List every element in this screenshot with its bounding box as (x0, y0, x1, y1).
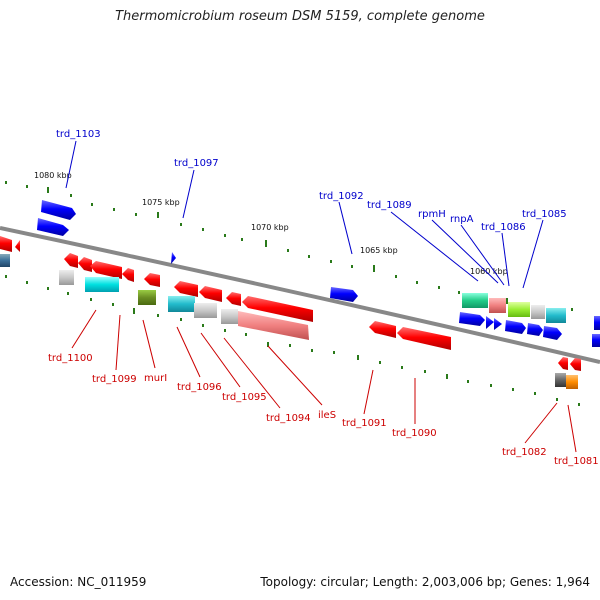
gene-label[interactable]: trd_1103 (56, 129, 101, 140)
gene-label[interactable]: trd_1095 (222, 392, 267, 403)
reverse-genes (0, 236, 581, 389)
gene-label[interactable]: trd_1086 (481, 222, 526, 233)
gene-box[interactable] (238, 311, 309, 340)
gene-arrow[interactable] (171, 252, 176, 264)
gene-arrow[interactable] (543, 326, 562, 340)
gene-arrow[interactable] (330, 287, 358, 302)
gene-arrow[interactable] (397, 327, 451, 350)
gene-label[interactable]: trd_1097 (174, 158, 219, 169)
gene-box[interactable] (221, 309, 238, 324)
accession-label: Accession: NC_011959 (10, 575, 147, 589)
gene-label[interactable]: rpmH (418, 209, 446, 220)
gene-arrow[interactable] (37, 218, 69, 236)
gene-arrow[interactable] (41, 200, 76, 220)
gene-label[interactable]: trd_1082 (502, 447, 547, 458)
gene-arrow[interactable] (15, 240, 20, 252)
gene-label[interactable]: trd_1081 (554, 456, 599, 467)
gene-label[interactable]: murI (144, 373, 167, 384)
reverse-labels: trd_1100 trd_1099 murI trd_1096 trd_1095… (48, 353, 599, 467)
gene-box[interactable] (194, 303, 217, 318)
gene-arrow[interactable] (64, 253, 78, 268)
gene-arrow[interactable] (459, 312, 485, 326)
gene-arrow[interactable] (122, 268, 134, 282)
gene-label[interactable]: trd_1094 (266, 413, 311, 424)
scale-label: 1065 kbp (360, 246, 398, 255)
map-title: Thermomicrobium roseum DSM 5159, complet… (115, 9, 485, 24)
gene-label[interactable]: trd_1100 (48, 353, 93, 364)
gene-arrow[interactable] (242, 296, 313, 322)
gene-label[interactable]: trd_1089 (367, 200, 412, 211)
gene-arrow[interactable] (558, 357, 568, 370)
gene-box[interactable] (85, 277, 119, 292)
gene-label[interactable]: trd_1090 (392, 428, 437, 439)
gene-label[interactable]: trd_1091 (342, 418, 387, 429)
gene-box[interactable] (594, 316, 600, 330)
scale-label: 1080 kbp (34, 171, 72, 180)
inner-ticks (5, 275, 580, 406)
gene-label[interactable]: ileS (318, 410, 336, 421)
gene-arrow[interactable] (505, 320, 526, 334)
gene-arrow[interactable] (0, 236, 12, 252)
gene-arrow[interactable] (226, 292, 241, 306)
gene-label[interactable]: trd_1099 (92, 374, 137, 385)
gene-label[interactable]: trd_1092 (319, 191, 364, 202)
gene-label[interactable]: trd_1096 (177, 382, 222, 393)
gene-box[interactable] (592, 334, 600, 347)
scale-label: 1070 kbp (251, 223, 289, 232)
gene-arrow[interactable] (570, 358, 581, 371)
gene-arrow[interactable] (144, 273, 160, 287)
gene-label[interactable]: rnpA (450, 214, 474, 225)
gene-box[interactable] (508, 302, 530, 317)
gene-arrow[interactable] (90, 261, 122, 279)
gene-arrow[interactable] (174, 281, 198, 297)
reverse-leaders (71, 309, 577, 453)
gene-arrow[interactable] (369, 321, 396, 338)
gene-arrow[interactable] (486, 316, 494, 329)
gene-arrow[interactable] (78, 257, 92, 272)
gene-arrow[interactable] (494, 318, 502, 330)
gene-box[interactable] (462, 293, 488, 308)
forward-genes (37, 200, 600, 347)
gene-arrow[interactable] (199, 286, 222, 302)
gene-box[interactable] (138, 290, 156, 305)
forward-labels: trd_1103 trd_1097 trd_1092 trd_1089 rpmH… (56, 129, 567, 233)
scale-label: 1060 kbp (470, 267, 508, 276)
gene-box[interactable] (168, 296, 195, 312)
gene-box[interactable] (555, 373, 566, 387)
gene-arrow[interactable] (527, 323, 543, 336)
genome-backbone (0, 226, 600, 364)
gene-box[interactable] (489, 298, 506, 313)
gene-label[interactable]: trd_1085 (522, 209, 567, 220)
gene-box[interactable] (566, 375, 578, 389)
forward-leaders (65, 140, 544, 289)
scale-labels: 1080 kbp 1075 kbp 1070 kbp 1065 kbp 1060… (34, 171, 508, 276)
gene-box[interactable] (531, 305, 545, 319)
gene-box[interactable] (59, 270, 74, 285)
genome-summary: Topology: circular; Length: 2,003,006 bp… (260, 575, 590, 589)
gene-box[interactable] (0, 254, 10, 267)
scale-label: 1075 kbp (142, 198, 180, 207)
gene-box[interactable] (546, 308, 566, 323)
